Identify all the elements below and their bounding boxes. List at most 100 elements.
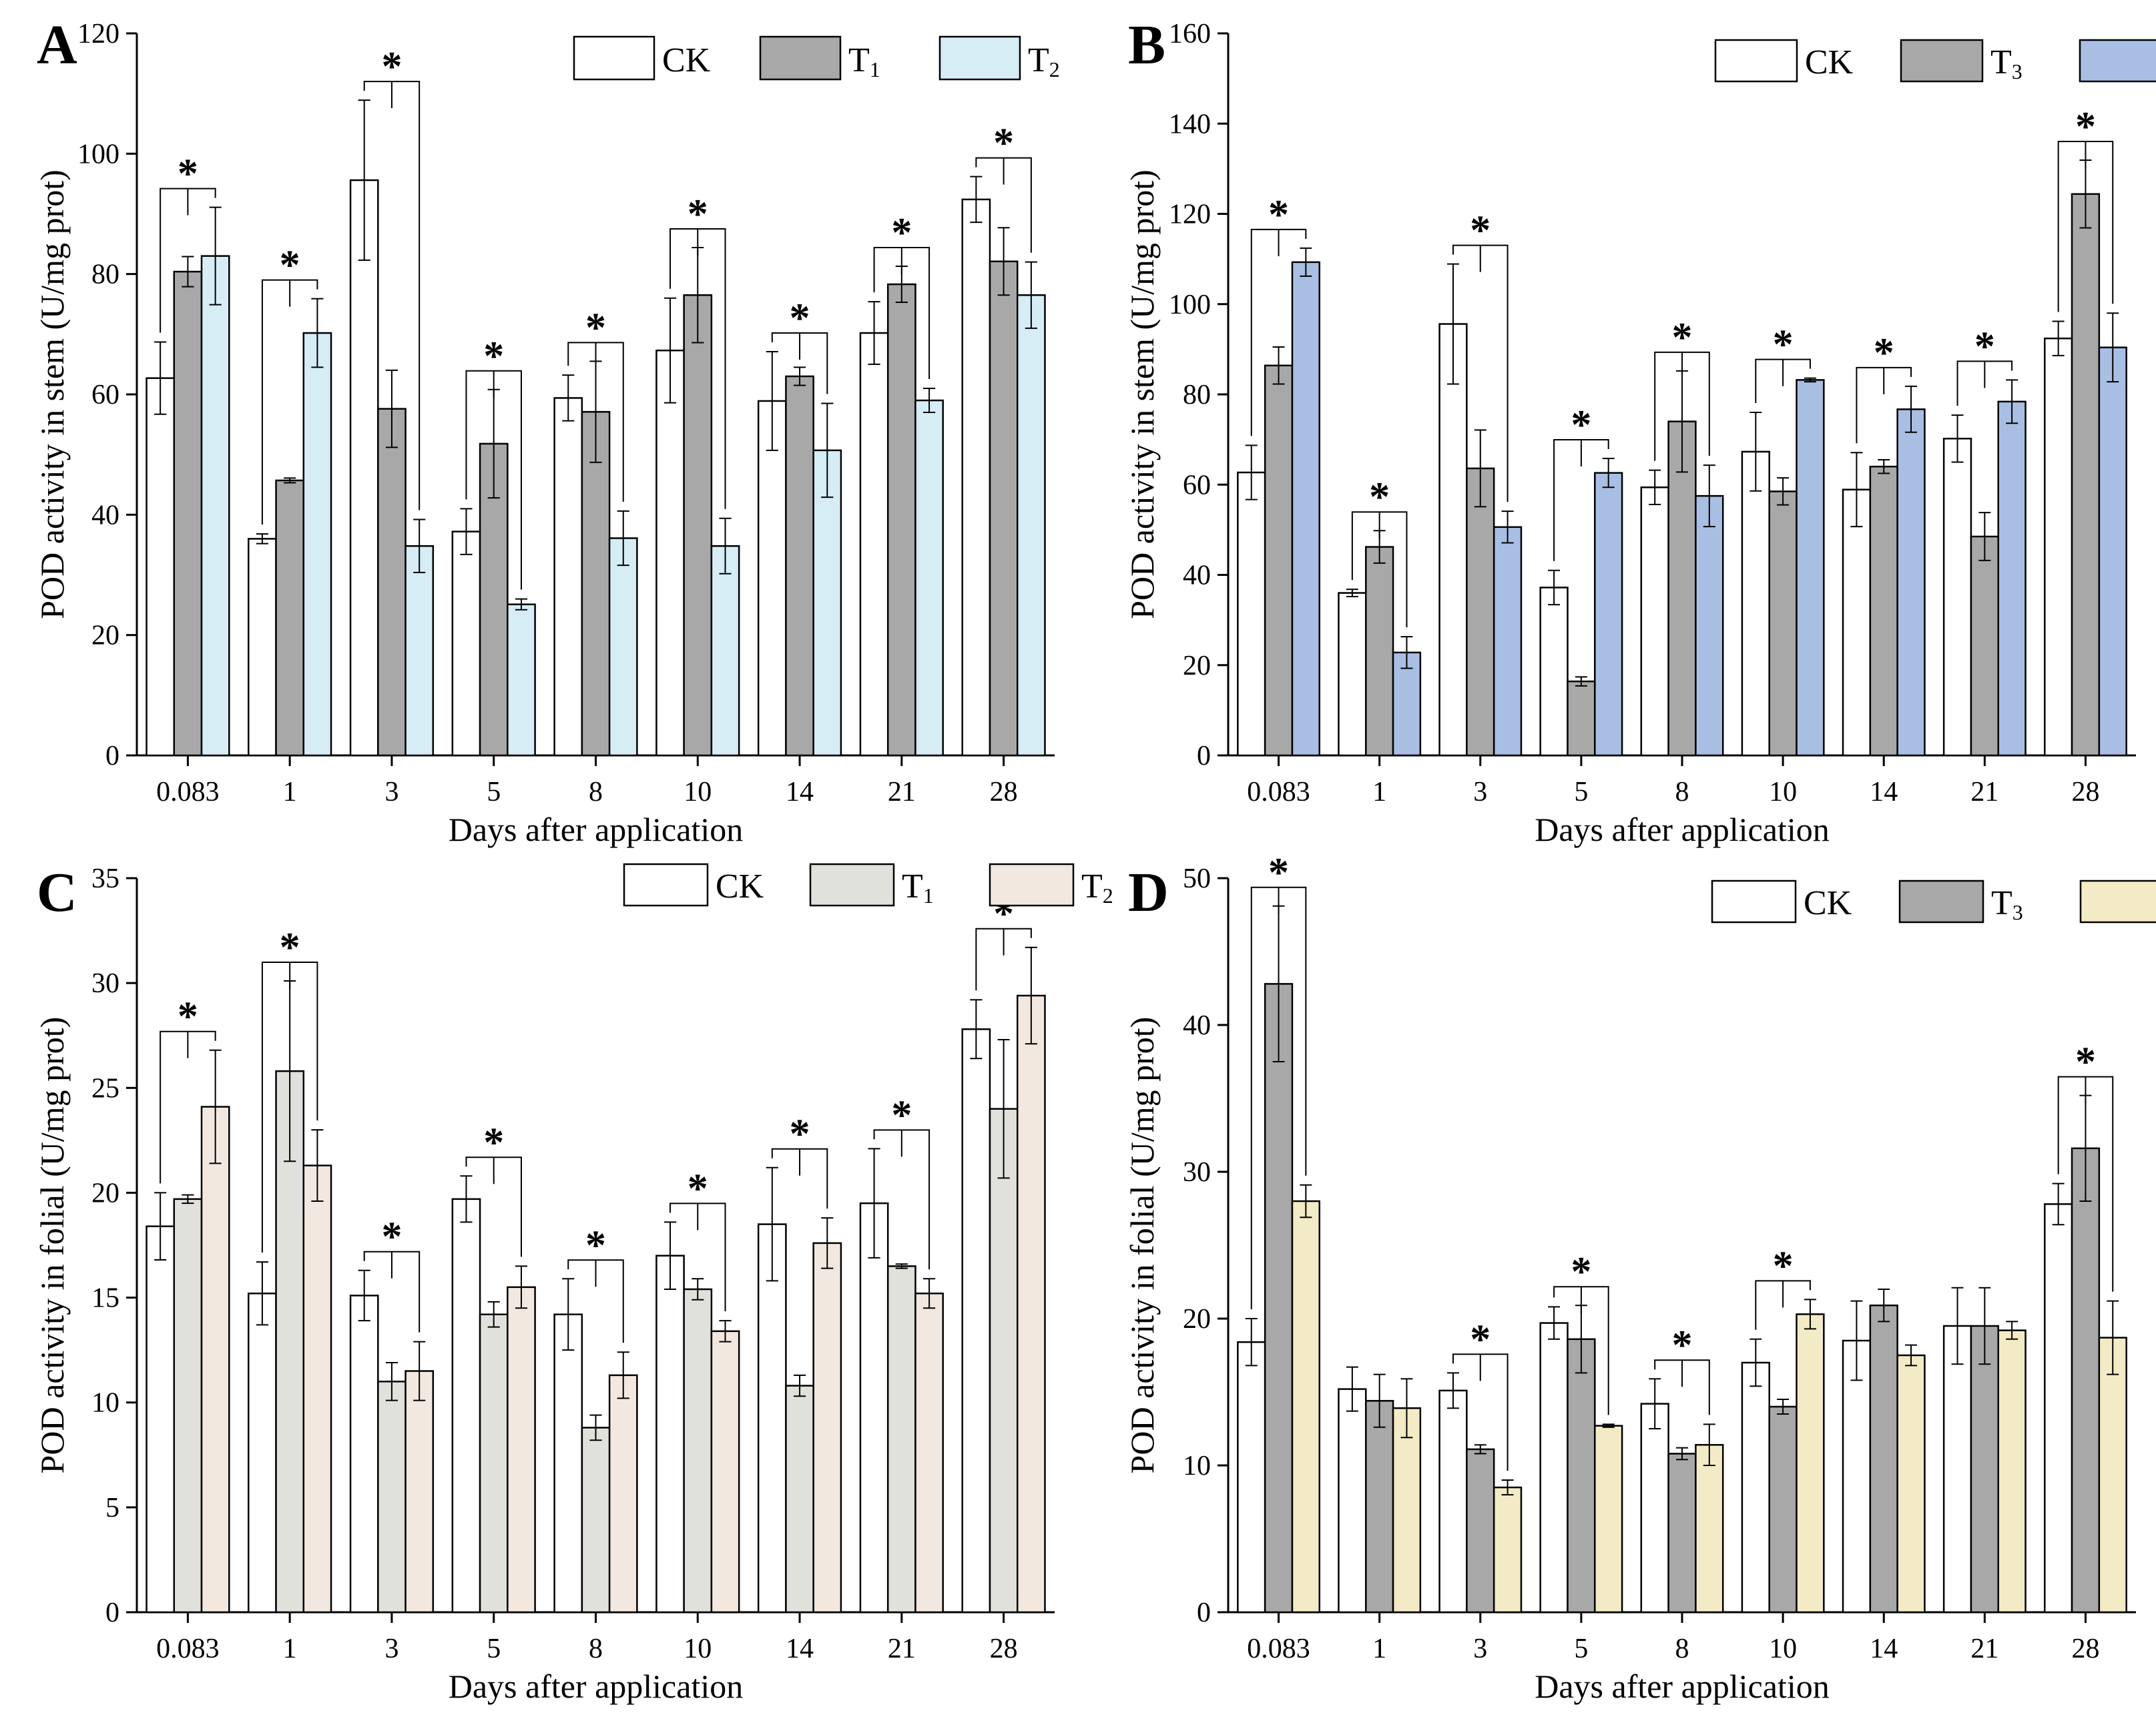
y-axis-title: POD activity in folial (U/mg prot) bbox=[33, 1017, 71, 1474]
bar bbox=[200, 1106, 230, 1614]
bar bbox=[553, 1313, 583, 1614]
legend-swatch bbox=[809, 863, 895, 907]
significance-star: * bbox=[381, 1214, 402, 1260]
bar bbox=[785, 375, 814, 757]
x-tick-label: 1 bbox=[1372, 1634, 1386, 1664]
significance-star: * bbox=[1874, 330, 1894, 376]
y-tick-label: 40 bbox=[1183, 1010, 1211, 1041]
chart-panel-B: B 0 20 40 60 80 100 120 140 160 0.083 1 3 5 8 10 14 21 28 D… bbox=[1123, 14, 2156, 848]
bar bbox=[1365, 1399, 1394, 1614]
bar bbox=[1264, 364, 1294, 757]
bar bbox=[757, 400, 787, 757]
x-tick-label: 0.083 bbox=[1247, 777, 1310, 807]
bar bbox=[349, 179, 379, 757]
x-tick-label: 8 bbox=[589, 1634, 603, 1664]
bar bbox=[1539, 587, 1569, 757]
bar bbox=[1796, 379, 1825, 757]
bar bbox=[1970, 535, 1999, 757]
legend: CKT3T4 bbox=[1714, 39, 2156, 83]
bar bbox=[886, 1265, 916, 1614]
y-tick-label: 5 bbox=[105, 1493, 119, 1523]
x-tick-label: 10 bbox=[1769, 1634, 1797, 1664]
x-tick-label: 21 bbox=[1970, 777, 1998, 807]
bar bbox=[608, 537, 638, 757]
significance-star: * bbox=[178, 994, 198, 1040]
bar bbox=[581, 1427, 611, 1614]
significance-star: * bbox=[585, 1223, 606, 1268]
y-tick-label: 80 bbox=[1183, 380, 1211, 410]
legend: CKT3T4 bbox=[1711, 880, 2156, 924]
x-tick-label: 3 bbox=[1473, 777, 1487, 807]
bar bbox=[146, 1225, 176, 1614]
bar bbox=[914, 399, 944, 757]
significance-star: * bbox=[483, 1120, 504, 1165]
significance-star: * bbox=[1369, 474, 1390, 520]
significance-bracket bbox=[771, 1148, 828, 1209]
bar bbox=[683, 294, 713, 757]
legend-swatch bbox=[989, 863, 1075, 907]
bar bbox=[1365, 546, 1394, 757]
bar bbox=[1695, 1443, 1724, 1614]
x-tick-label: 21 bbox=[888, 1634, 916, 1664]
y-tick-label: 100 bbox=[1169, 290, 1211, 320]
bar bbox=[1768, 490, 1798, 757]
legend-label: T2 bbox=[1028, 41, 1060, 81]
bar bbox=[1493, 1486, 1523, 1614]
legend-swatch bbox=[1900, 39, 1984, 83]
bar bbox=[248, 538, 277, 757]
y-tick-label: 140 bbox=[1169, 109, 1211, 139]
y-tick-label: 40 bbox=[1183, 561, 1211, 591]
bar bbox=[1016, 994, 1046, 1614]
y-tick-label: 20 bbox=[91, 621, 119, 651]
significance-star: * bbox=[1470, 1317, 1491, 1362]
legend-label: CK bbox=[662, 41, 711, 79]
bar bbox=[2098, 346, 2127, 757]
bar bbox=[1594, 472, 1623, 757]
bar bbox=[173, 1198, 203, 1614]
significance-star: * bbox=[790, 1112, 810, 1157]
y-tick-label: 120 bbox=[1169, 200, 1211, 230]
bar bbox=[1291, 1200, 1321, 1614]
y-tick-label: 0 bbox=[1197, 741, 1211, 771]
x-tick-label: 8 bbox=[1675, 777, 1689, 807]
bar bbox=[1392, 1407, 1422, 1614]
x-tick-label: 3 bbox=[384, 1634, 398, 1664]
x-axis-title: Days after application bbox=[1535, 811, 1829, 848]
legend-swatch bbox=[2079, 880, 2156, 924]
bar bbox=[1291, 261, 1321, 757]
significance-bracket bbox=[975, 928, 1032, 991]
bar bbox=[405, 1370, 435, 1614]
legend-swatch bbox=[1711, 880, 1797, 924]
x-tick-label: 28 bbox=[990, 1634, 1018, 1664]
bar bbox=[1493, 526, 1523, 757]
significance-star: * bbox=[585, 305, 606, 350]
bar bbox=[1594, 1425, 1623, 1614]
y-axis-title: POD activity in stem (U/mg prot) bbox=[1123, 169, 1161, 619]
x-tick-label: 14 bbox=[1870, 1634, 1898, 1664]
legend-swatch bbox=[1714, 39, 1798, 83]
x-tick-label: 28 bbox=[990, 777, 1018, 807]
y-tick-label: 120 bbox=[77, 19, 119, 49]
bar bbox=[405, 545, 435, 757]
significance-star: * bbox=[178, 151, 198, 197]
bar bbox=[1942, 1325, 1972, 1614]
significance-star: * bbox=[688, 1166, 708, 1211]
bar bbox=[961, 1028, 991, 1614]
y-tick-label: 20 bbox=[91, 1178, 119, 1208]
bar bbox=[1796, 1313, 1825, 1614]
bar bbox=[1338, 592, 1367, 757]
bar bbox=[608, 1374, 638, 1614]
x-tick-label: 0.083 bbox=[1247, 1634, 1310, 1664]
x-axis-title: Days after application bbox=[449, 811, 743, 848]
x-tick-label: 1 bbox=[1372, 777, 1386, 807]
bar bbox=[1567, 1338, 1596, 1614]
legend: CK T1 T2 bbox=[623, 863, 1113, 908]
legend-label: T2 bbox=[1081, 868, 1113, 908]
legend-swatch bbox=[1898, 880, 1984, 924]
legend-label: T3 bbox=[1991, 884, 2023, 924]
x-tick-label: 21 bbox=[1970, 1634, 1998, 1664]
x-tick-label: 10 bbox=[684, 777, 712, 807]
x-tick-label: 5 bbox=[1574, 1634, 1588, 1664]
bar bbox=[989, 1108, 1019, 1614]
bar bbox=[248, 1293, 277, 1614]
